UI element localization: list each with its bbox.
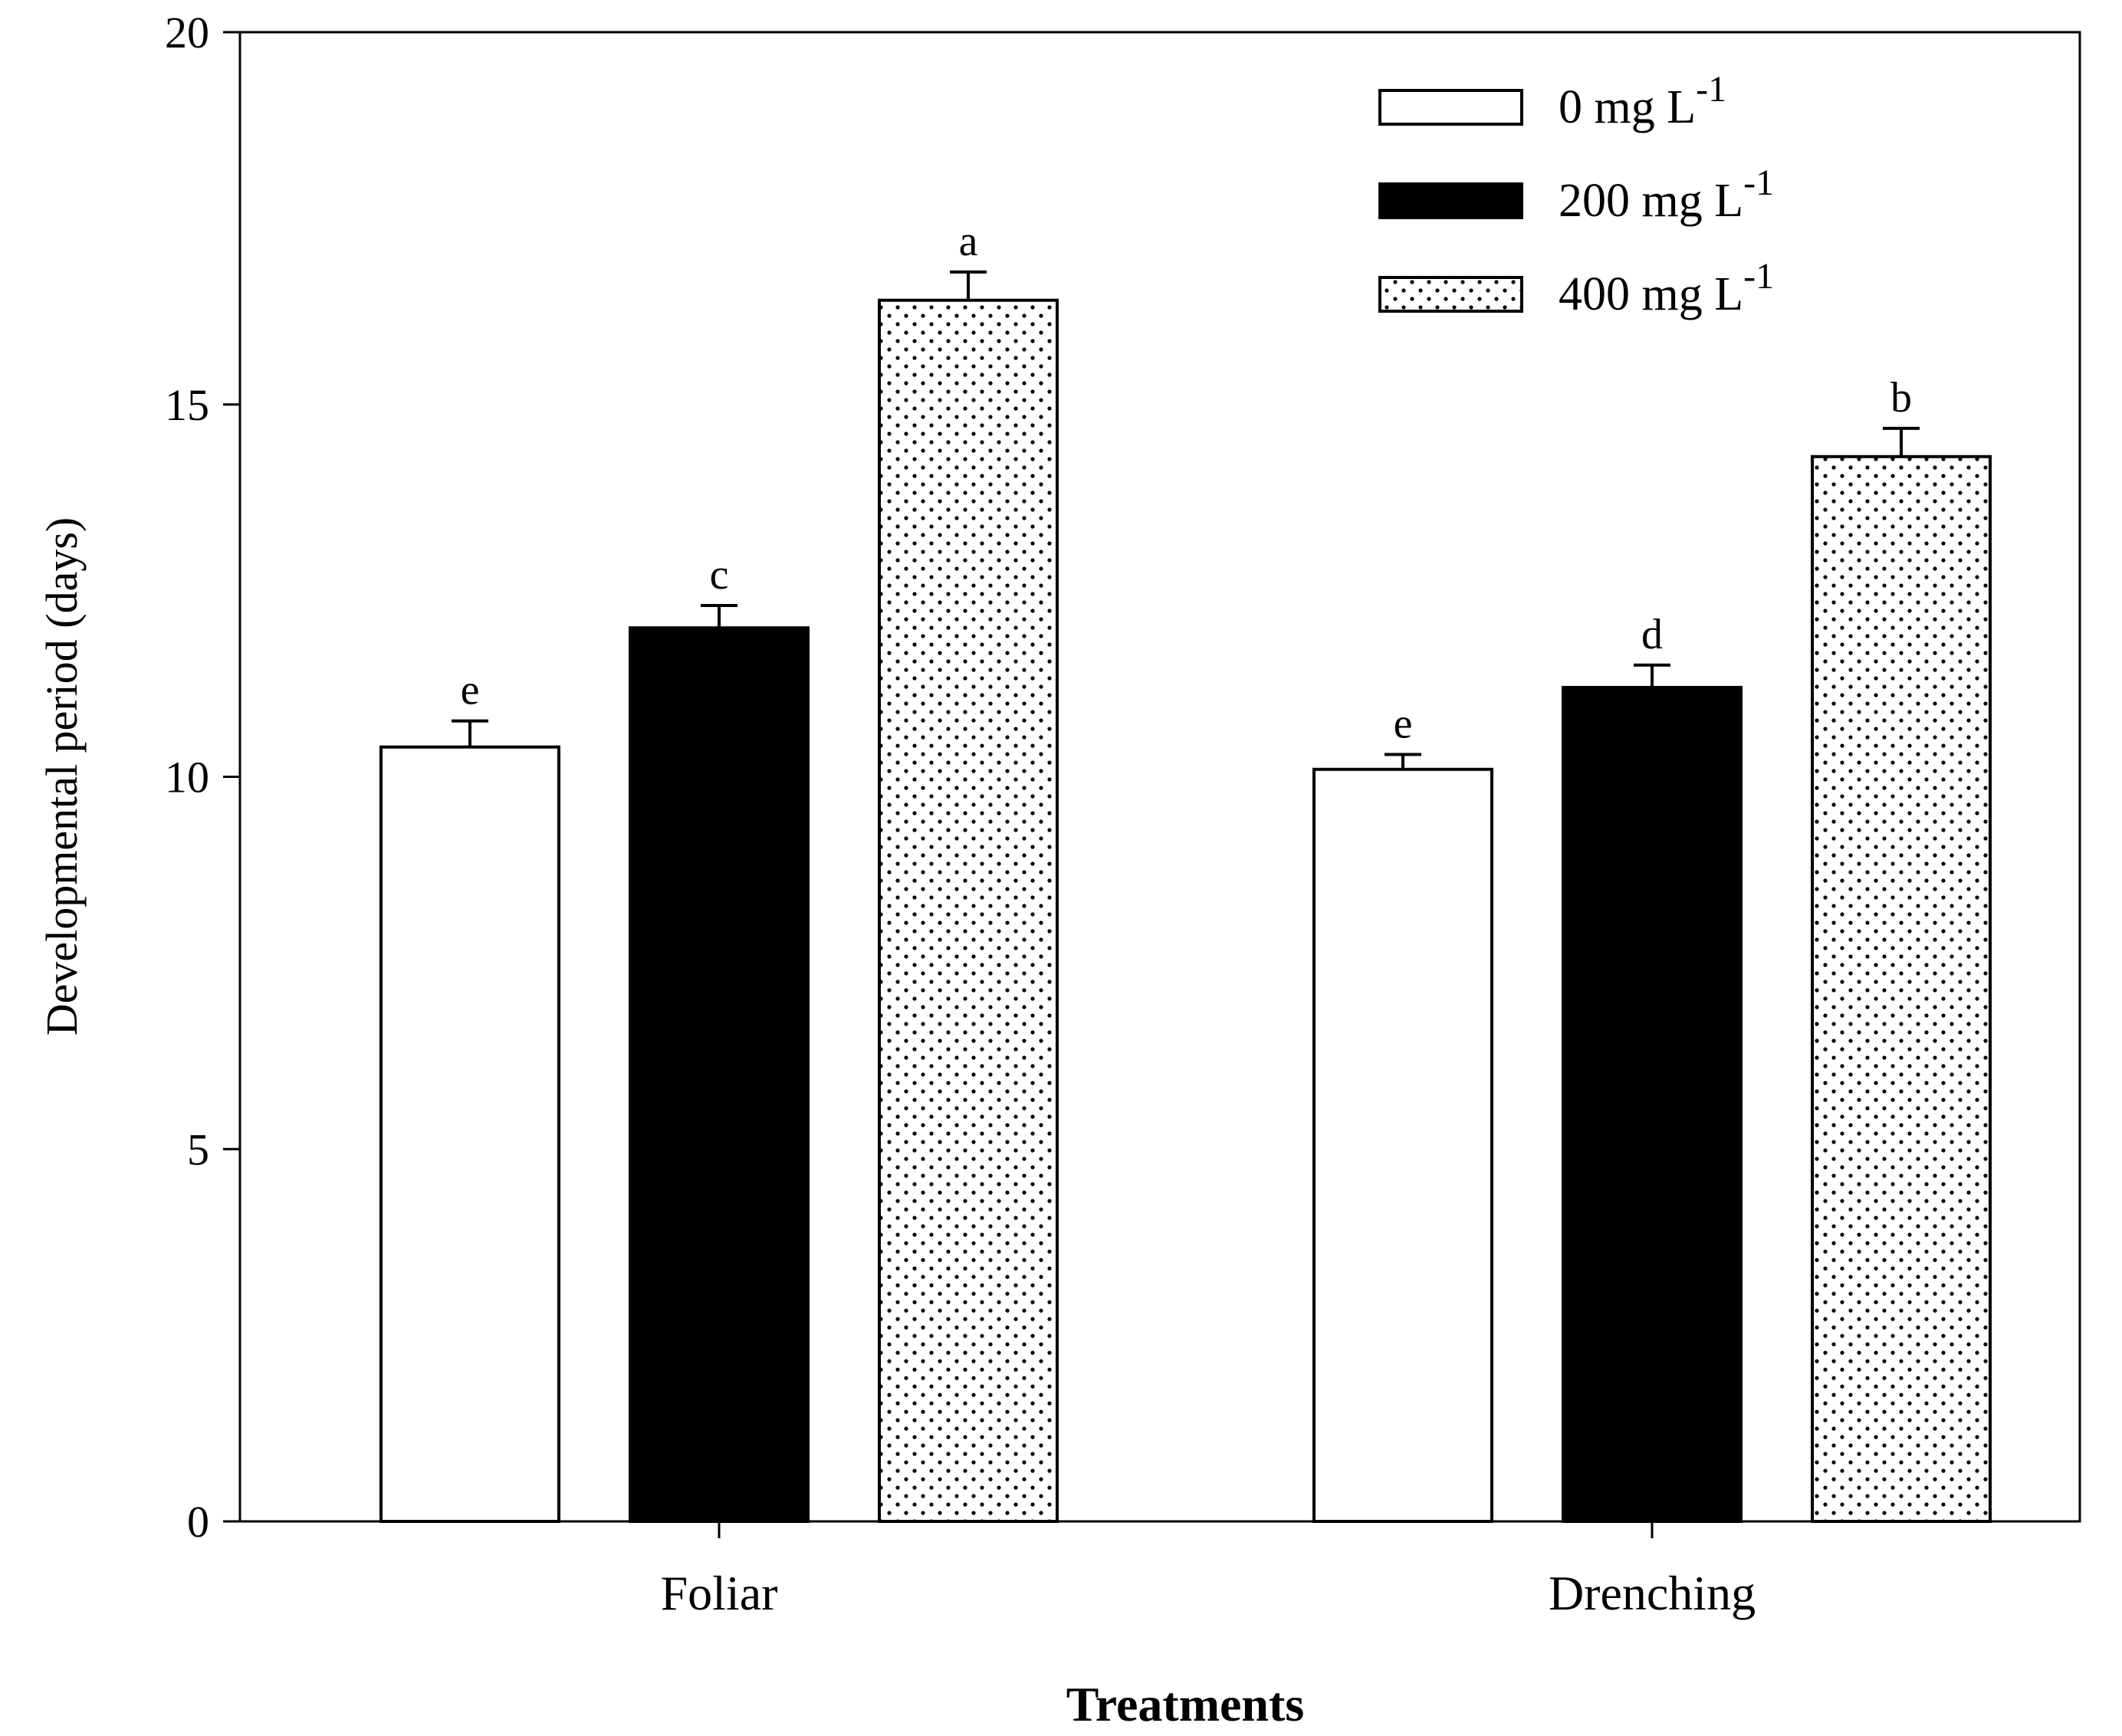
legend-swatch-series-1 xyxy=(1378,182,1523,219)
y-tick-label: 15 xyxy=(165,380,209,430)
bars-layer xyxy=(379,298,1992,1524)
y-tick-label: 10 xyxy=(165,753,209,802)
bar-drenching-series-1 xyxy=(1562,685,1743,1523)
significance-letter: e xyxy=(1394,700,1413,747)
bar-foliar-series-0 xyxy=(379,745,560,1523)
legend-label-series-1: 200 mg L-1 xyxy=(1559,162,1774,227)
significance-letter: e xyxy=(461,667,480,714)
bar-drenching-series-0 xyxy=(1312,767,1493,1523)
significance-letters-layer: e c a e d b xyxy=(461,218,1912,748)
x-axis: Foliar Drenching xyxy=(661,1521,1756,1620)
significance-letter: a xyxy=(959,218,978,265)
y-tick-label: 0 xyxy=(187,1497,209,1547)
legend-label-superscript: -1 xyxy=(1743,256,1774,297)
legend-swatch-series-0 xyxy=(1378,89,1523,126)
significance-letter: c xyxy=(710,551,729,599)
x-tick-label-drenching: Drenching xyxy=(1549,1566,1756,1620)
legend-label-superscript: -1 xyxy=(1696,69,1726,110)
legend-label-series-0: 0 mg L-1 xyxy=(1559,69,1726,133)
legend-label-superscript: -1 xyxy=(1743,162,1774,203)
significance-letter: d xyxy=(1641,611,1663,658)
x-tick-label-foliar: Foliar xyxy=(661,1566,778,1620)
y-axis: 0 5 10 15 20 xyxy=(165,8,240,1547)
bar-drenching-series-2 xyxy=(1811,455,1992,1523)
x-axis-label: Treatments xyxy=(1066,1677,1304,1731)
legend-swatch-series-2 xyxy=(1378,276,1523,313)
error-bars-layer xyxy=(452,270,1920,770)
legend-label-series-2: 400 mg L-1 xyxy=(1559,256,1774,320)
bar-foliar-series-1 xyxy=(629,626,810,1524)
y-tick-label: 5 xyxy=(187,1124,209,1174)
y-axis-label: Developmental period (days) xyxy=(37,517,87,1035)
legend: 0 mg L-1 200 mg L-1 400 mg L-1 xyxy=(1378,69,1774,320)
bar-foliar-series-2 xyxy=(878,298,1059,1523)
significance-letter: b xyxy=(1890,374,1912,422)
y-tick-label: 20 xyxy=(165,8,209,57)
